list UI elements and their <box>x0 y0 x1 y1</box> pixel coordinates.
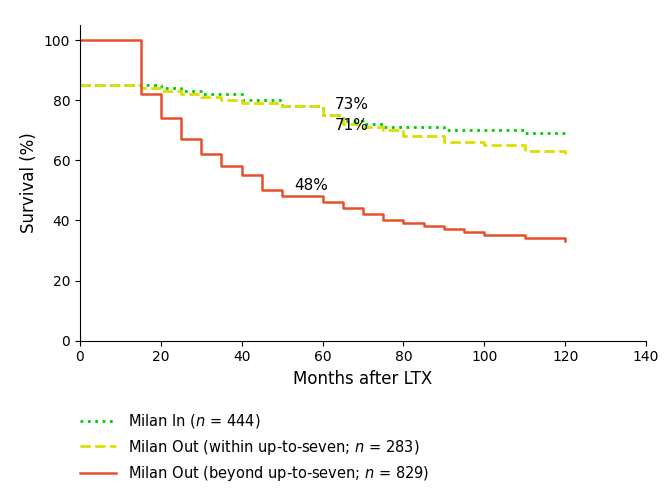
Text: 73%: 73% <box>335 97 369 112</box>
Text: 71%: 71% <box>335 118 368 133</box>
Text: 48%: 48% <box>294 178 328 193</box>
Legend: Milan In ($n$ = 444), Milan Out (within up-to-seven; $n$ = 283), Milan Out (beyo: Milan In ($n$ = 444), Milan Out (within … <box>74 406 435 488</box>
X-axis label: Months after LTX: Months after LTX <box>293 370 433 388</box>
Y-axis label: Survival (%): Survival (%) <box>20 132 38 233</box>
